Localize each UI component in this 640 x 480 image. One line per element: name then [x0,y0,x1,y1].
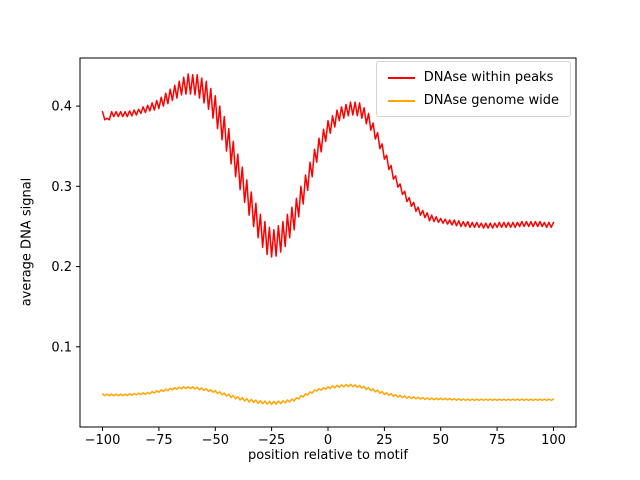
x-axis-label: position relative to motif [248,448,408,463]
legend-line-sample-orange [387,99,415,102]
legend-label-dnase-genome-wide: DNAse genome wide [423,93,559,108]
x-tick-label: −100 [85,433,121,448]
series-line-0 [101,73,555,258]
x-tick-label: 75 [489,433,506,448]
y-tick-label: 0.1 [51,340,72,355]
x-tick-label: −75 [145,433,172,448]
legend-label-dnase-within-peaks: DNAse within peaks [423,70,554,85]
x-tick-label: 50 [432,433,449,448]
legend: DNAse within peaks DNAse genome wide [375,61,571,117]
y-tick-label: 0.2 [51,260,72,275]
x-tick-label: −50 [202,433,229,448]
x-tick-label: −25 [258,433,285,448]
legend-item-dnase-within-peaks: DNAse within peaks [387,70,559,85]
series-line-1 [101,383,555,406]
y-tick-label: 0.4 [51,100,72,115]
legend-item-dnase-genome-wide: DNAse genome wide [387,93,559,108]
x-tick-label: 0 [324,433,332,448]
x-tick-label: 100 [541,433,566,448]
legend-line-sample-red [387,76,415,79]
x-tick-label: 25 [376,433,393,448]
y-axis-label: average DNA signal [19,177,35,307]
y-tick-label: 0.3 [51,180,72,195]
